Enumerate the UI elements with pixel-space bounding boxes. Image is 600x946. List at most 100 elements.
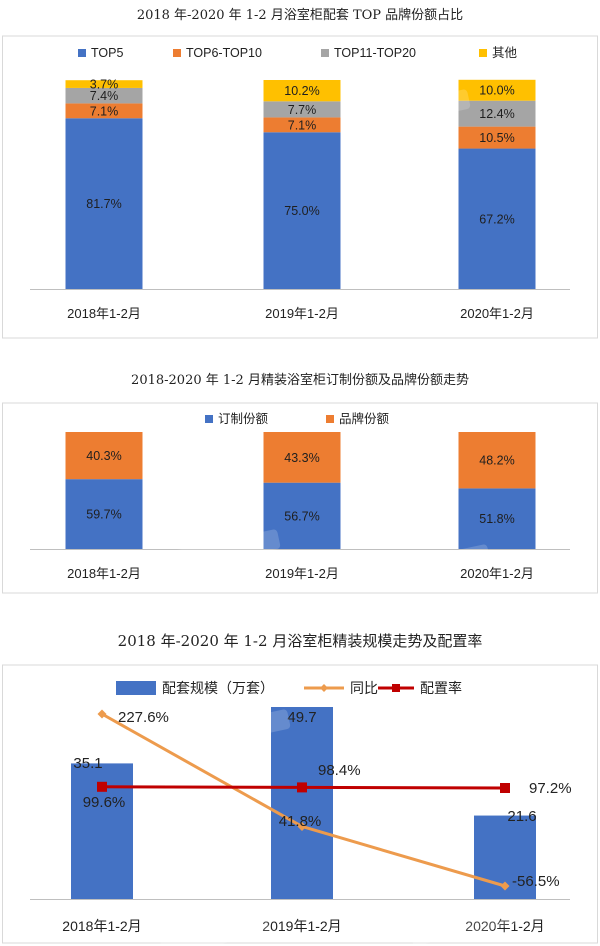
data-label: 7.4%	[90, 89, 119, 103]
bar-segment	[458, 100, 536, 127]
yoy-point	[500, 881, 510, 891]
watermark-logo	[169, 529, 281, 571]
x-tick-label: 2020年1-2月	[465, 918, 544, 934]
bar-segment	[263, 101, 341, 118]
bar-segment	[263, 482, 341, 549]
legend: TOP5 TOP6-TOP10 TOP11-TOP20 其他	[78, 46, 518, 60]
bar-segment	[65, 479, 143, 549]
legend-swatch	[326, 415, 334, 423]
watermark-layer	[149, 89, 521, 946]
data-label: 48.2%	[479, 454, 514, 468]
watermark-logo	[349, 409, 461, 451]
legend-label: 配置率	[420, 680, 462, 696]
x-tick-label: 2019年1-2月	[265, 566, 339, 581]
x-tick-label: 2020年1-2月	[460, 306, 534, 321]
data-label: 59.7%	[86, 508, 121, 522]
data-label: 67.2%	[479, 212, 514, 226]
chart-title: 2018 年-2020 年 1-2 月浴室柜配套 TOP 品牌份额占比	[137, 7, 463, 23]
legend: 订制份额 品牌份额	[205, 411, 390, 426]
yoy-value-label: 41.8%	[279, 813, 322, 830]
legend-swatch	[392, 684, 400, 692]
chart-frame	[2, 664, 598, 944]
legend-label: 订制份额	[218, 412, 269, 426]
x-tick-label: 2018年1-2月	[67, 566, 141, 581]
watermark-logo	[159, 914, 271, 946]
chart-title: 2018 年-2020 年 1-2 月浴室柜精装规模走势及配置率	[118, 632, 483, 650]
watermark-logo	[179, 709, 291, 751]
yoy-point	[97, 709, 107, 719]
bar-segment	[65, 432, 143, 480]
bar-segment	[458, 432, 536, 489]
rate-value-label: 98.4%	[318, 762, 361, 779]
legend: 配套规模（万套） 同比 配置率	[116, 680, 462, 696]
legend-swatch	[205, 415, 213, 423]
yoy-value-label: 227.6%	[118, 709, 169, 726]
watermark-logo	[409, 904, 521, 946]
data-label: 7.1%	[90, 104, 119, 118]
bar-segment	[65, 103, 143, 119]
legend-label: 配套规模（万套）	[162, 680, 274, 696]
bar-segment	[263, 80, 341, 102]
watermark-logo	[359, 89, 471, 131]
data-label: 75.0%	[284, 204, 319, 218]
data-label: 7.1%	[288, 118, 317, 132]
rate-point	[500, 783, 510, 793]
legend-swatch	[173, 49, 181, 57]
bar-segment	[458, 126, 536, 149]
bar-segment	[458, 79, 536, 101]
x-tick-label: 2020年1-2月	[460, 566, 534, 581]
bar	[271, 707, 333, 899]
chart-frame	[2, 35, 598, 339]
chart-frame	[2, 402, 598, 594]
data-label: 3.7%	[90, 78, 119, 92]
bar-value-label: 35.1	[73, 755, 102, 772]
legend-label: 品牌份额	[339, 411, 390, 426]
data-label: 56.7%	[284, 509, 319, 523]
bar-value-label: 21.6	[507, 808, 536, 825]
legend-swatch	[479, 49, 487, 57]
legend-label: 同比	[350, 680, 378, 696]
rate-point	[297, 782, 307, 793]
bar-segment	[458, 148, 536, 289]
legend-swatch	[78, 49, 86, 57]
x-tick-label: 2018年1-2月	[67, 306, 141, 321]
data-label: 10.5%	[479, 131, 514, 145]
rate-value-label: 99.6%	[83, 794, 126, 811]
bar-segment	[263, 132, 341, 289]
data-label: 40.3%	[86, 449, 121, 463]
watermark-logo	[149, 247, 261, 289]
bar-segment	[65, 80, 143, 88]
chart-title: 2018-2020 年 1-2 月精装浴室柜订制份额及品牌份额走势	[131, 372, 469, 388]
legend-label: TOP5	[91, 46, 123, 60]
bar-value-label: 49.7	[287, 709, 316, 726]
data-label: 10.0%	[479, 84, 514, 98]
legend-swatch	[116, 681, 156, 695]
bar-segment	[65, 118, 143, 289]
data-label: 43.3%	[284, 451, 319, 465]
legend-label: TOP11-TOP20	[334, 46, 416, 60]
bar-segment	[263, 432, 341, 483]
bar-segment	[263, 117, 341, 133]
legend-swatch	[321, 49, 329, 57]
data-label: 51.8%	[479, 512, 514, 526]
rate-value-label: 97.2%	[529, 780, 572, 797]
data-label: 12.4%	[479, 107, 514, 121]
yoy-point	[297, 821, 307, 831]
x-tick-label: 2019年1-2月	[265, 306, 339, 321]
yoy-value-label: -56.5%	[512, 873, 560, 890]
bar-segment	[458, 488, 536, 549]
data-label: 81.7%	[86, 197, 121, 211]
x-tick-label: 2019年1-2月	[262, 918, 341, 934]
legend-label: 其他	[492, 46, 518, 60]
legend-swatch	[320, 684, 328, 692]
x-tick-label: 2018年1-2月	[62, 918, 141, 934]
rate-point	[97, 781, 107, 792]
watermark-logo	[379, 544, 491, 586]
data-label: 10.2%	[284, 84, 319, 98]
legend-label: TOP6-TOP10	[186, 46, 262, 60]
combo-chart-3: 2018 年-2020 年 1-2 月浴室柜精装规模走势及配置率配套规模（万套）…	[2, 632, 598, 944]
watermark-logo	[369, 734, 481, 776]
